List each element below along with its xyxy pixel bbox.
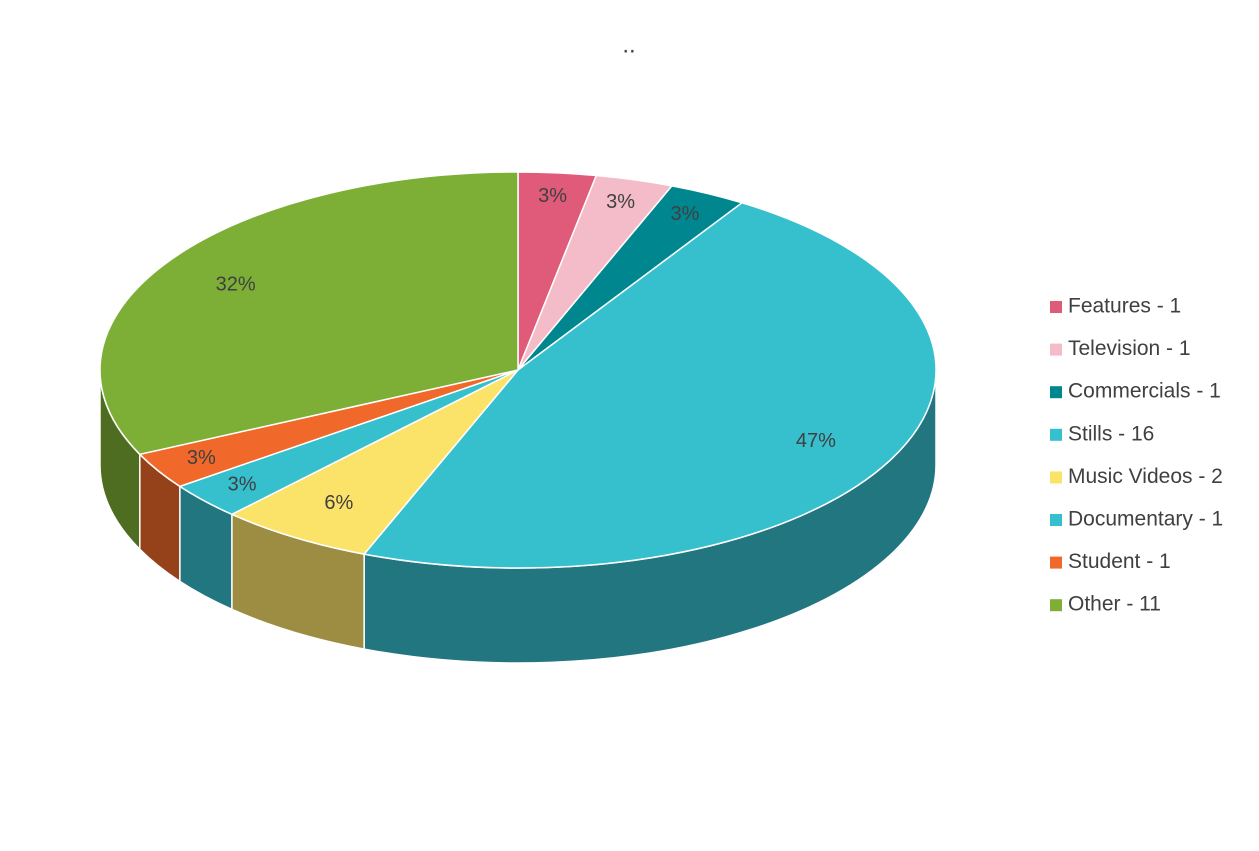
data-label: 3% <box>538 185 567 207</box>
legend-label: Features - 1 <box>1068 295 1181 318</box>
legend-label: Student - 1 <box>1068 550 1171 573</box>
legend-swatch <box>1050 301 1062 313</box>
slice <box>99 171 519 456</box>
data-label: 3% <box>671 203 700 225</box>
legend-label: Other - 11 <box>1068 593 1161 616</box>
legend-label: Documentary - 1 <box>1068 508 1223 531</box>
legend-label: Stills - 16 <box>1068 422 1154 445</box>
data-label: 47% <box>796 430 836 452</box>
legend-swatch <box>1050 428 1062 441</box>
legend-label: Music Videos - 2 <box>1068 465 1223 488</box>
data-label: 32% <box>216 273 256 295</box>
legend-swatch <box>1050 599 1062 612</box>
legend-swatch <box>1050 343 1062 356</box>
slice <box>362 201 937 569</box>
chart-title: .. <box>622 31 635 58</box>
data-label: 3% <box>228 474 257 496</box>
legend-swatch <box>1050 386 1062 399</box>
legend-label: Television - 1 <box>1068 337 1191 360</box>
slice <box>230 369 519 555</box>
legend-swatch <box>1050 556 1062 569</box>
data-label: 6% <box>324 492 353 514</box>
legend-label: Commercials - 1 <box>1068 380 1221 403</box>
data-label: 3% <box>187 447 216 469</box>
legend-swatch <box>1050 471 1062 484</box>
data-label: 3% <box>606 191 635 213</box>
legend-swatch <box>1050 514 1062 526</box>
